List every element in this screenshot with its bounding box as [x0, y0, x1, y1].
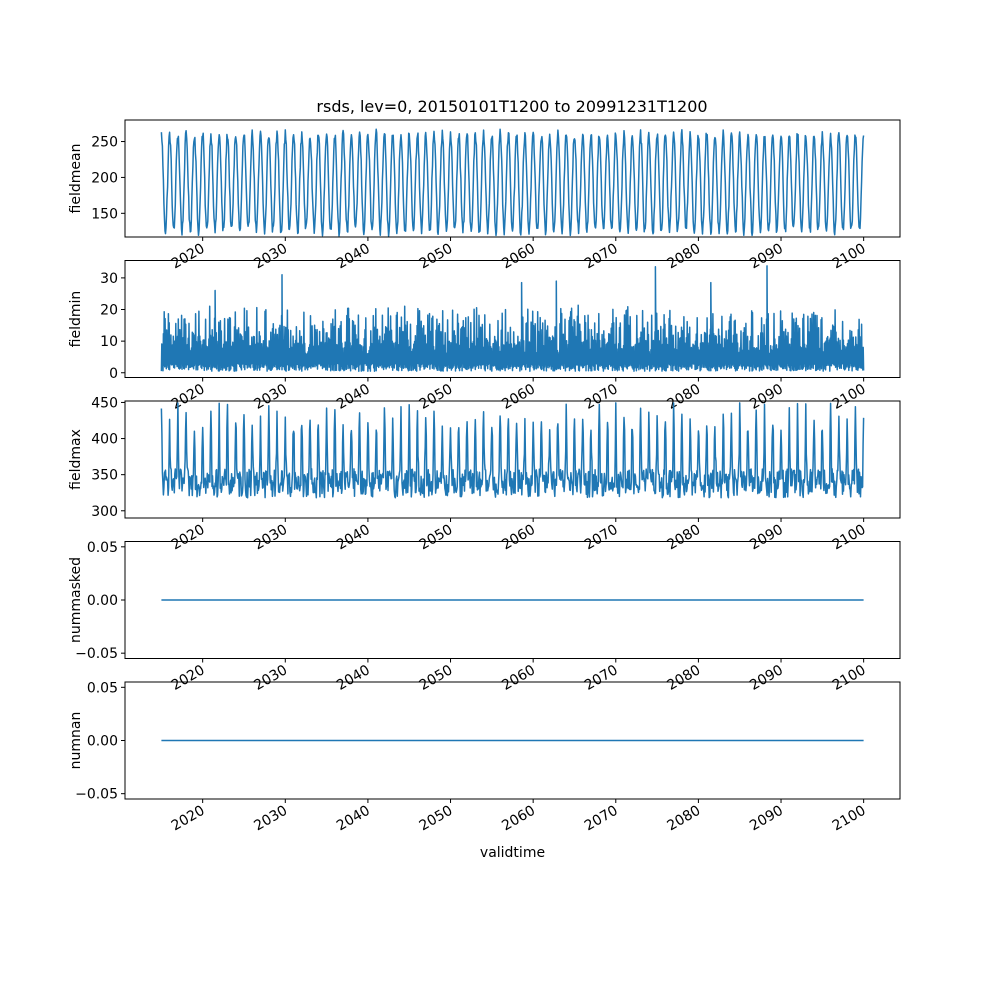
x-tick-label: 2040 — [334, 662, 373, 694]
x-tick-label: 2100 — [830, 803, 869, 835]
x-tick-label: 2080 — [665, 381, 704, 413]
y-tick-label: 450 — [91, 395, 118, 411]
y-tick-label: 150 — [91, 206, 118, 222]
chart-title: rsds, lev=0, 20150101T1200 to 20991231T1… — [316, 97, 707, 116]
x-tick-label: 2060 — [499, 522, 538, 554]
axes-frame — [124, 260, 901, 378]
x-tick-label: 2090 — [747, 381, 786, 413]
subplot-nummasked: −0.05 0.00 0.05 2020 2030 2040 2050 2060 2070 208… — [68, 540, 901, 694]
x-tick-label: 2040 — [334, 803, 373, 835]
y-tick-label: 0.00 — [87, 593, 118, 609]
x-tick-label: 2040 — [334, 381, 373, 413]
x-tick-label: 2030 — [251, 803, 290, 835]
y-tick-label: 400 — [91, 432, 118, 448]
x-tick-label: 2030 — [251, 381, 290, 413]
x-tick-label: 2050 — [417, 241, 456, 273]
x-axis-label: validtime — [480, 845, 545, 861]
y-tick-label: 350 — [91, 468, 118, 484]
x-tick-label: 2050 — [417, 662, 456, 694]
x-tick-label: 2090 — [747, 803, 786, 835]
x-tick-label: 2020 — [169, 662, 208, 694]
x-tick-label: 2100 — [830, 381, 869, 413]
x-tick-label: 2060 — [499, 381, 538, 413]
y-tick-label: 0.05 — [87, 540, 118, 556]
y-tick-label: 0 — [109, 366, 118, 382]
series-line-fieldmean — [160, 128, 865, 237]
y-tick-label: −0.05 — [75, 787, 118, 803]
axes-frame — [124, 400, 901, 519]
x-tick-label: 2100 — [830, 522, 869, 554]
y-tick-label: 250 — [91, 135, 118, 151]
x-tick-label: 2040 — [334, 522, 373, 554]
y-axis-label: fieldmean — [68, 144, 84, 214]
y-tick-label: 10 — [100, 334, 118, 350]
y-axis-label: fieldmax — [68, 429, 84, 490]
y-tick-label: 300 — [91, 504, 118, 520]
x-tick-label: 2030 — [251, 522, 290, 554]
x-tick-label: 2070 — [582, 803, 621, 835]
x-tick-label: 2050 — [417, 803, 456, 835]
x-tick-label: 2080 — [665, 241, 704, 273]
x-tick-label: 2030 — [251, 662, 290, 694]
y-axis-label: numnan — [68, 712, 84, 770]
series-line-fieldmin — [160, 265, 865, 372]
x-tick-label: 2070 — [582, 241, 621, 273]
y-axis-label: nummasked — [68, 557, 84, 643]
x-tick-label: 2100 — [830, 241, 869, 273]
x-tick-label: 2050 — [417, 381, 456, 413]
y-tick-label: 0.00 — [87, 734, 118, 750]
x-tick-label: 2020 — [169, 803, 208, 835]
x-tick-label: 2040 — [334, 241, 373, 273]
x-tick-label: 2020 — [169, 522, 208, 554]
x-tick-label: 2080 — [665, 522, 704, 554]
x-tick-label: 2060 — [499, 803, 538, 835]
y-tick-label: 20 — [100, 303, 118, 319]
x-tick-label: 2020 — [169, 241, 208, 273]
x-tick-label: 2020 — [169, 381, 208, 413]
y-tick-label: 200 — [91, 170, 118, 186]
subplot-numnan: −0.05 0.00 0.05 2020 2030 2040 2050 2060 2070 208… — [68, 680, 901, 861]
axes-frame — [124, 119, 901, 238]
x-tick-label: 2060 — [499, 241, 538, 273]
y-tick-label: 30 — [100, 271, 118, 287]
subplot-fieldmax: 300 350 400 450 2020 2030 2040 2050 2060 2070 2080… — [68, 395, 901, 554]
x-tick-label: 2100 — [830, 662, 869, 694]
x-tick-label: 2090 — [747, 662, 786, 694]
y-tick-label: −0.05 — [75, 646, 118, 662]
x-tick-label: 2090 — [747, 522, 786, 554]
x-tick-label: 2080 — [665, 662, 704, 694]
y-tick-label: 0.05 — [87, 680, 118, 696]
series-line-fieldmax — [160, 402, 865, 499]
y-axis-label: fieldmin — [68, 291, 84, 348]
x-tick-label: 2070 — [582, 522, 621, 554]
x-tick-label: 2030 — [251, 241, 290, 273]
x-tick-label: 2070 — [582, 662, 621, 694]
x-tick-label: 2070 — [582, 381, 621, 413]
x-tick-label: 2050 — [417, 522, 456, 554]
x-tick-label: 2060 — [499, 662, 538, 694]
x-tick-label: 2080 — [665, 803, 704, 835]
